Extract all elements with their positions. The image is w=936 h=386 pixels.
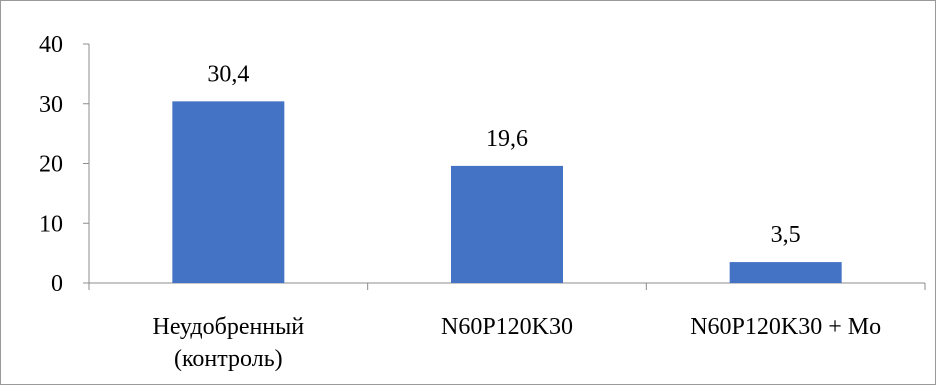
y-tick-label: 20 [39, 152, 63, 178]
labels: 30,4 Неудобренный (контроль) 19,6 N60P120K30… [153, 61, 882, 372]
y-tick-label: 0 [51, 271, 63, 297]
y-tick-label: 30 [39, 92, 63, 118]
category-label: (контроль) [174, 346, 283, 372]
bars [172, 101, 842, 283]
bar [729, 262, 842, 283]
y-tick-label: 10 [39, 211, 63, 237]
y-tick-label: 40 [39, 32, 63, 58]
bar [451, 165, 563, 283]
category-label: N60P120K30 + Mo [690, 314, 881, 340]
data-label: 19,6 [486, 126, 528, 152]
category-label: N60P120K30 [441, 314, 573, 340]
category-label: Неудобренный [153, 314, 305, 340]
data-label: 30,4 [207, 61, 249, 87]
data-label: 3,5 [771, 222, 801, 248]
bar [172, 101, 285, 283]
